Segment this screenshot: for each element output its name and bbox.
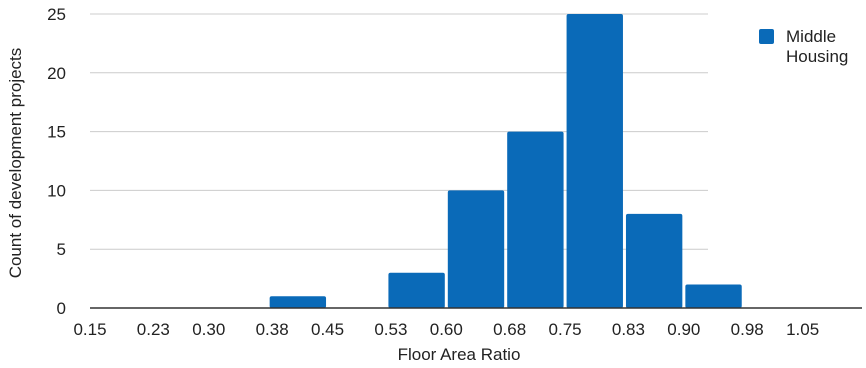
x-tick-label: 0.98 xyxy=(731,320,764,339)
x-tick-label: 0.15 xyxy=(73,320,106,339)
legend-label-line-1: Middle xyxy=(786,27,836,46)
y-axis-title: Count of development projects xyxy=(6,48,25,279)
x-tick-label: 0.23 xyxy=(137,320,170,339)
x-tick-label: 0.83 xyxy=(612,320,645,339)
x-tick-label: 1.05 xyxy=(786,320,819,339)
legend-swatch xyxy=(759,29,774,44)
x-tick-label: 0.60 xyxy=(430,320,463,339)
axes: 0 5 10 15 20 25 0.15 0.23 0.30 0.38 0.45 0.53 0.60 0.… xyxy=(47,5,862,339)
histogram-bar xyxy=(388,272,445,308)
legend-label-line-2: Housing xyxy=(786,47,848,66)
histogram-bar xyxy=(566,14,623,308)
histogram-bar xyxy=(685,284,742,308)
y-tick-label: 20 xyxy=(47,64,66,83)
legend-label-middle-housing: Middle Housing xyxy=(786,27,848,66)
x-tick-label: 0.90 xyxy=(667,320,700,339)
x-tick-label: 0.53 xyxy=(374,320,407,339)
y-tick-label: 5 xyxy=(57,240,66,259)
x-tick-label: 0.75 xyxy=(549,320,582,339)
x-tick-label: 0.45 xyxy=(311,320,344,339)
x-tick-label: 0.38 xyxy=(256,320,289,339)
bars xyxy=(269,14,742,308)
legend: Middle Housing xyxy=(759,27,848,66)
x-tick-label: 0.68 xyxy=(493,320,526,339)
y-tick-label: 10 xyxy=(47,181,66,200)
x-axis-title: Floor Area Ratio xyxy=(398,345,521,364)
y-tick-label: 0 xyxy=(57,299,66,318)
y-tick-label: 25 xyxy=(47,5,66,24)
histogram-bar xyxy=(507,131,564,308)
histogram-bar xyxy=(269,296,327,308)
histogram-bar xyxy=(447,190,505,308)
histogram-bar xyxy=(625,213,683,308)
x-tick-label: 0.30 xyxy=(192,320,225,339)
y-tick-label: 15 xyxy=(47,123,66,142)
